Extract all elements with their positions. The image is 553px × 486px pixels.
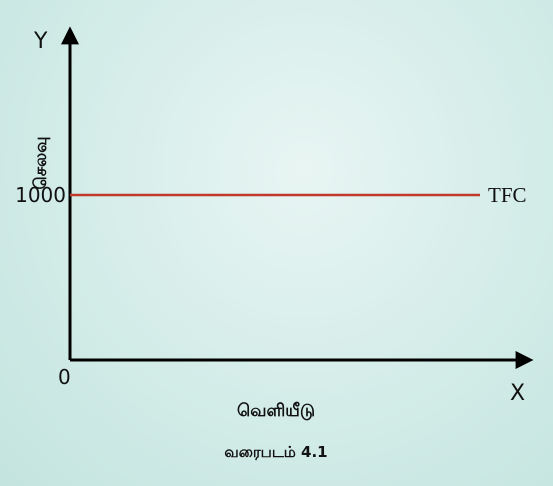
x-axis-letter: X [510, 381, 525, 406]
y-axis-letter: Y [33, 29, 48, 54]
chart-marks: 1000 TFC [15, 183, 526, 207]
origin-label: 0 [58, 365, 71, 389]
series-label-tfc: TFC [488, 183, 527, 207]
figure-caption: வரைபடம் 4.1 [224, 443, 327, 461]
x-axis-label: வெளியீடு [237, 401, 315, 421]
y-axis-label: செலவு [31, 136, 51, 189]
y-tick-label: 1000 [15, 183, 66, 207]
